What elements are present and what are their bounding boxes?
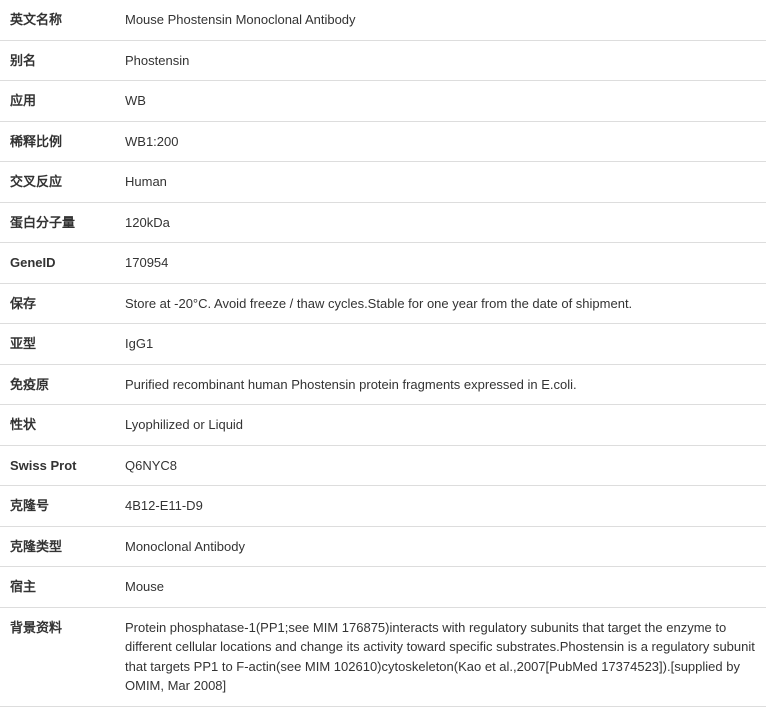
row-value: Q6NYC8	[115, 445, 766, 486]
row-label: 稀释比例	[0, 121, 115, 162]
row-label: 克隆号	[0, 486, 115, 527]
row-value: 170954	[115, 243, 766, 284]
row-label: Swiss Prot	[0, 445, 115, 486]
row-value: Human	[115, 162, 766, 203]
row-value: Monoclonal Antibody	[115, 526, 766, 567]
row-label: 英文名称	[0, 0, 115, 40]
row-value: 120kDa	[115, 202, 766, 243]
table-row: GeneID 170954	[0, 243, 766, 284]
row-label: 蛋白分子量	[0, 202, 115, 243]
row-value: 4B12-E11-D9	[115, 486, 766, 527]
table-row: 免疫原 Purified recombinant human Phostensi…	[0, 364, 766, 405]
row-value: Lyophilized or Liquid	[115, 405, 766, 446]
row-value: Phostensin	[115, 40, 766, 81]
row-value: Purified recombinant human Phostensin pr…	[115, 364, 766, 405]
row-label: 免疫原	[0, 364, 115, 405]
table-row: 克隆类型 Monoclonal Antibody	[0, 526, 766, 567]
row-label: 交叉反应	[0, 162, 115, 203]
row-label: GeneID	[0, 243, 115, 284]
table-row: 保存 Store at -20°C. Avoid freeze / thaw c…	[0, 283, 766, 324]
table-body: 英文名称 Mouse Phostensin Monoclonal Antibod…	[0, 0, 766, 706]
row-label: 性状	[0, 405, 115, 446]
table-row: 交叉反应 Human	[0, 162, 766, 203]
row-label: 别名	[0, 40, 115, 81]
row-value: WB1:200	[115, 121, 766, 162]
row-value: Protein phosphatase-1(PP1;see MIM 176875…	[115, 607, 766, 706]
table-row: 蛋白分子量 120kDa	[0, 202, 766, 243]
table-row: 应用 WB	[0, 81, 766, 122]
table-row: 稀释比例 WB1:200	[0, 121, 766, 162]
row-label: 克隆类型	[0, 526, 115, 567]
table-row: 背景资料 Protein phosphatase-1(PP1;see MIM 1…	[0, 607, 766, 706]
table-row: 宿主 Mouse	[0, 567, 766, 608]
row-label: 保存	[0, 283, 115, 324]
row-label: 背景资料	[0, 607, 115, 706]
table-row: 性状 Lyophilized or Liquid	[0, 405, 766, 446]
row-value: Store at -20°C. Avoid freeze / thaw cycl…	[115, 283, 766, 324]
row-value: WB	[115, 81, 766, 122]
row-label: 亚型	[0, 324, 115, 365]
table-row: 亚型 IgG1	[0, 324, 766, 365]
table-row: 英文名称 Mouse Phostensin Monoclonal Antibod…	[0, 0, 766, 40]
row-label: 宿主	[0, 567, 115, 608]
row-value: IgG1	[115, 324, 766, 365]
table-row: Swiss Prot Q6NYC8	[0, 445, 766, 486]
table-row: 克隆号 4B12-E11-D9	[0, 486, 766, 527]
table-row: 别名 Phostensin	[0, 40, 766, 81]
product-spec-table: 英文名称 Mouse Phostensin Monoclonal Antibod…	[0, 0, 766, 707]
row-value: Mouse	[115, 567, 766, 608]
row-label: 应用	[0, 81, 115, 122]
row-value: Mouse Phostensin Monoclonal Antibody	[115, 0, 766, 40]
